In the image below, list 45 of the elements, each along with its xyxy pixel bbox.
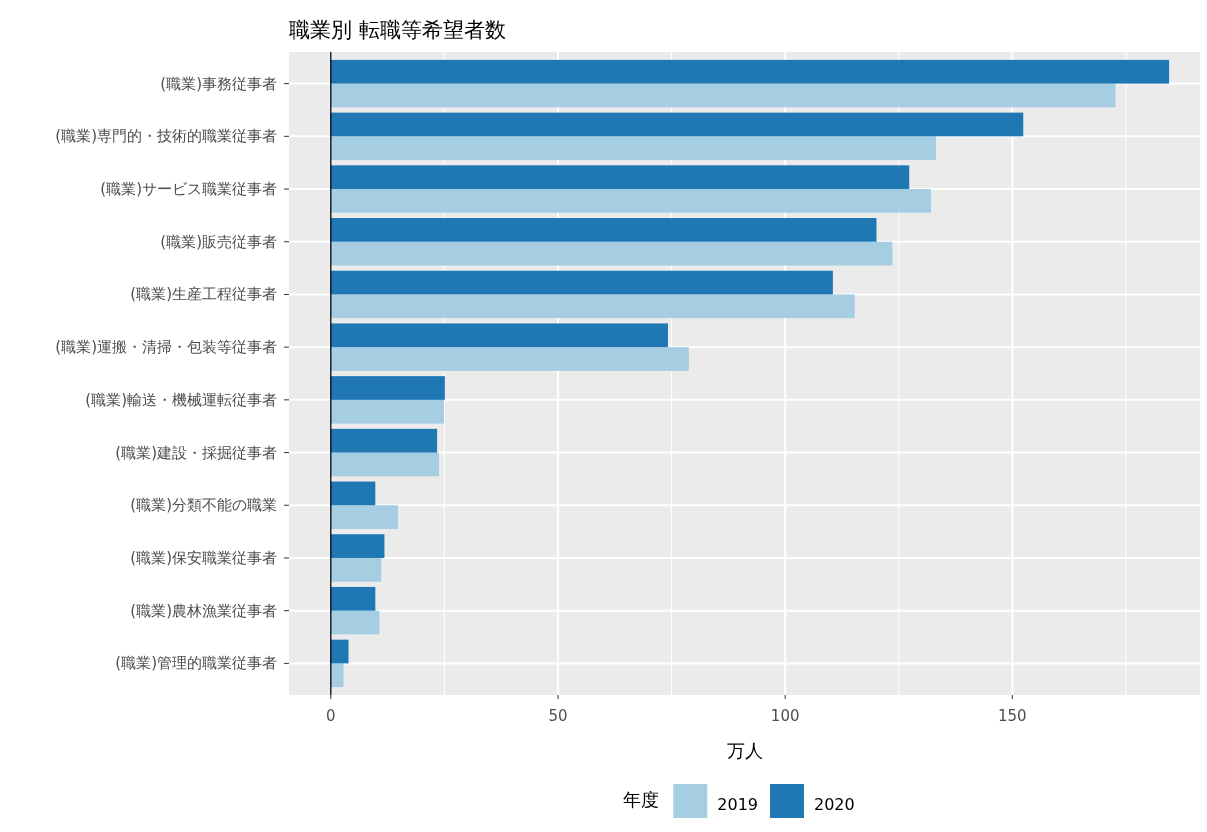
y-tick-label: (職業)保安職業従事者: [130, 548, 277, 567]
bar: [330, 189, 932, 213]
bar: [330, 534, 385, 558]
bar: [330, 376, 445, 400]
bar: [330, 136, 937, 161]
y-tick-label: (職業)分類不能の職業: [130, 496, 277, 515]
x-tick-label: 50: [548, 707, 568, 725]
chart-title: 職業別 転職等希望者数: [289, 18, 506, 42]
bar: [330, 481, 376, 506]
x-tick-label: 0: [326, 707, 336, 725]
x-tick-label: 100: [770, 707, 800, 725]
legend-title: 年度: [623, 789, 660, 810]
y-tick-label: (職業)専門的・技術的職業従事者: [55, 127, 277, 146]
y-tick-label: (職業)建設・採掘従事者: [115, 443, 277, 462]
bar: [330, 639, 349, 664]
bar: [330, 165, 910, 190]
y-tick-label: (職業)管理的職業従事者: [115, 654, 277, 673]
bar: [330, 59, 1170, 84]
bar: [330, 270, 833, 295]
bar: [330, 323, 668, 348]
bar: [330, 452, 439, 477]
legend-label: 2019: [717, 795, 758, 814]
x-axis-title: 万人: [726, 740, 763, 761]
bar: [330, 294, 855, 319]
bar: [330, 505, 399, 529]
bar: [330, 663, 344, 688]
bar: [330, 610, 380, 635]
bar: [330, 347, 689, 371]
bar: [330, 586, 376, 611]
legend-label: 2020: [814, 795, 855, 814]
bar: [330, 218, 877, 242]
y-tick-label: (職業)生産工程従事者: [130, 285, 277, 304]
bar: [330, 241, 893, 266]
bar: [330, 428, 438, 453]
y-tick-label: (職業)事務従事者: [160, 74, 277, 93]
y-tick-label: (職業)サービス職業従事者: [100, 180, 277, 199]
y-tick-label: (職業)輸送・機械運転従事者: [85, 390, 277, 409]
bar: [330, 399, 444, 424]
x-tick-label: 150: [998, 707, 1027, 725]
bar: [330, 557, 382, 582]
bar: [330, 83, 1116, 108]
bar: [330, 112, 1024, 137]
y-tick-label: (職業)運搬・清掃・包装等従事者: [55, 338, 277, 357]
y-tick-label: (職業)販売従事者: [160, 232, 277, 251]
y-tick-label: (職業)農林漁業従事者: [130, 601, 277, 620]
